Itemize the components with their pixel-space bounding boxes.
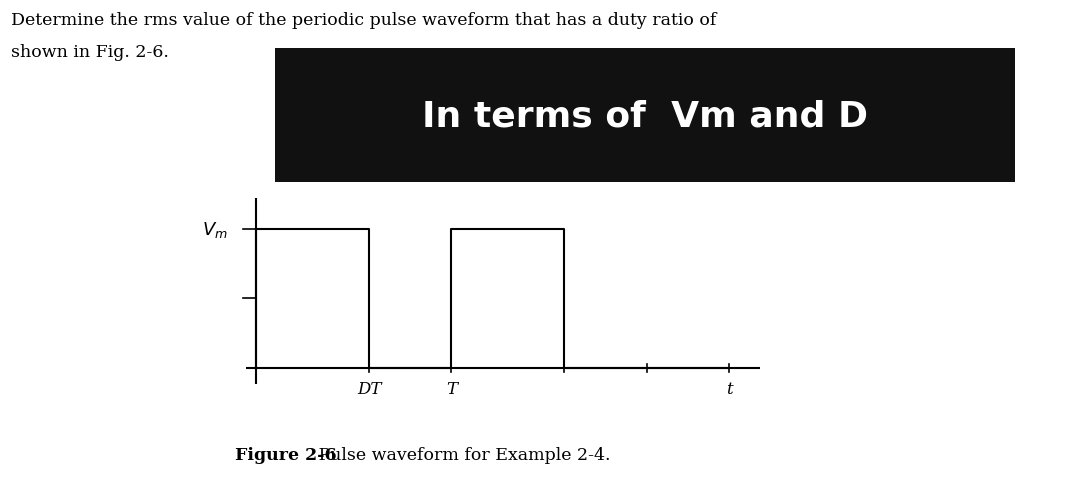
- Text: T: T: [446, 380, 457, 397]
- Text: Pulse waveform for Example 2-4.: Pulse waveform for Example 2-4.: [313, 447, 610, 464]
- FancyBboxPatch shape: [231, 41, 1059, 191]
- Text: Figure 2-6: Figure 2-6: [235, 447, 337, 464]
- Text: t: t: [726, 380, 732, 397]
- Text: shown in Fig. 2-6.: shown in Fig. 2-6.: [11, 44, 168, 61]
- Text: Determine the rms value of the periodic pulse waveform that has a duty ratio of: Determine the rms value of the periodic …: [11, 12, 721, 29]
- Text: DT: DT: [356, 380, 381, 397]
- Text: In terms of  Vm and D: In terms of Vm and D: [422, 99, 868, 133]
- Text: $V_m$: $V_m$: [202, 220, 228, 240]
